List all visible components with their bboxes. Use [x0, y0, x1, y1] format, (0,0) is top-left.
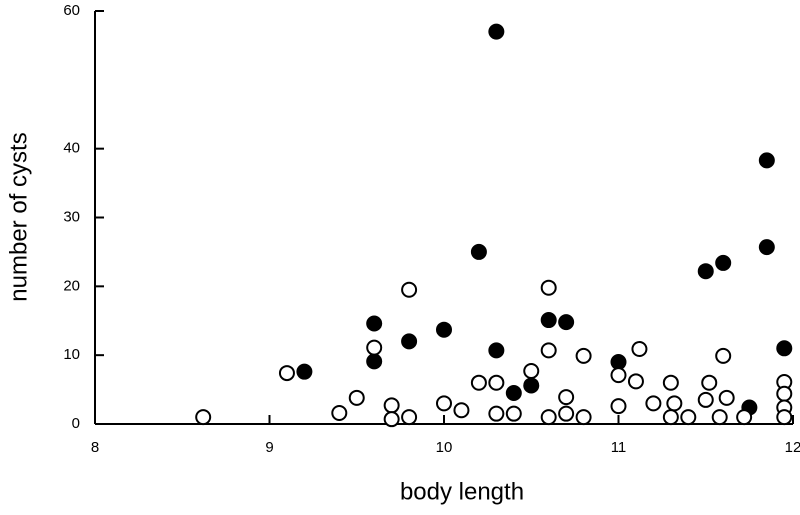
data-point: [718, 389, 735, 406]
x-tick-label: 9: [265, 439, 273, 456]
data-point: [558, 405, 575, 422]
data-point: [776, 385, 793, 402]
data-point: [610, 398, 627, 415]
data-point: [453, 402, 470, 419]
y-tick-label: 10: [63, 346, 80, 363]
data-point: [348, 389, 365, 406]
data-point: [401, 281, 418, 298]
data-point: [505, 405, 522, 422]
data-point: [523, 362, 540, 379]
data-point: [366, 339, 383, 356]
data-point: [697, 263, 714, 280]
x-tick-label: 12: [785, 439, 800, 456]
data-point: [680, 409, 697, 426]
data-point: [540, 312, 557, 329]
data-point: [662, 409, 679, 426]
data-point: [701, 374, 718, 391]
y-tick-label: 0: [72, 415, 80, 432]
data-point: [195, 409, 212, 426]
data-point: [540, 342, 557, 359]
data-point: [715, 347, 732, 364]
data-point: [488, 405, 505, 422]
data-point: [383, 397, 400, 414]
y-tick-label: 20: [63, 277, 80, 294]
data-point: [383, 411, 400, 428]
data-point: [666, 395, 683, 412]
x-axis-title: body length: [400, 478, 524, 505]
x-tick-label: 8: [91, 439, 99, 456]
data-point: [331, 404, 348, 421]
data-point: [523, 377, 540, 394]
data-point: [278, 365, 295, 382]
data-point: [627, 373, 644, 390]
data-point: [401, 409, 418, 426]
data-point: [662, 374, 679, 391]
data-point: [575, 409, 592, 426]
y-tick-label: 60: [63, 2, 80, 19]
x-tick-label: 11: [611, 439, 627, 456]
data-point: [488, 342, 505, 359]
data-point: [758, 239, 775, 256]
data-point: [575, 347, 592, 364]
data-point: [401, 333, 418, 350]
data-point: [540, 279, 557, 296]
y-tick-label: 30: [63, 208, 80, 225]
data-point: [711, 409, 728, 426]
y-tick-label: 40: [63, 140, 80, 157]
data-point: [296, 363, 313, 380]
data-point: [366, 353, 383, 370]
x-tick-label: 10: [436, 439, 453, 456]
data-point: [697, 391, 714, 408]
data-point: [610, 367, 627, 384]
data-point: [776, 409, 793, 426]
data-point: [558, 389, 575, 406]
data-point: [776, 340, 793, 357]
data-point: [505, 385, 522, 402]
data-point: [540, 409, 557, 426]
data-point: [488, 374, 505, 391]
data-point: [366, 315, 383, 332]
data-point: [470, 243, 487, 260]
data-point: [631, 340, 648, 357]
data-point: [715, 254, 732, 271]
data-point: [558, 314, 575, 331]
data-point: [470, 374, 487, 391]
data-point: [645, 395, 662, 412]
data-point: [488, 23, 505, 40]
data-point: [436, 321, 452, 338]
data-point: [610, 354, 627, 371]
y-axis-title: number of cysts: [5, 132, 32, 301]
data-point: [736, 409, 753, 426]
data-point: [436, 395, 452, 412]
data-point: [758, 152, 775, 169]
